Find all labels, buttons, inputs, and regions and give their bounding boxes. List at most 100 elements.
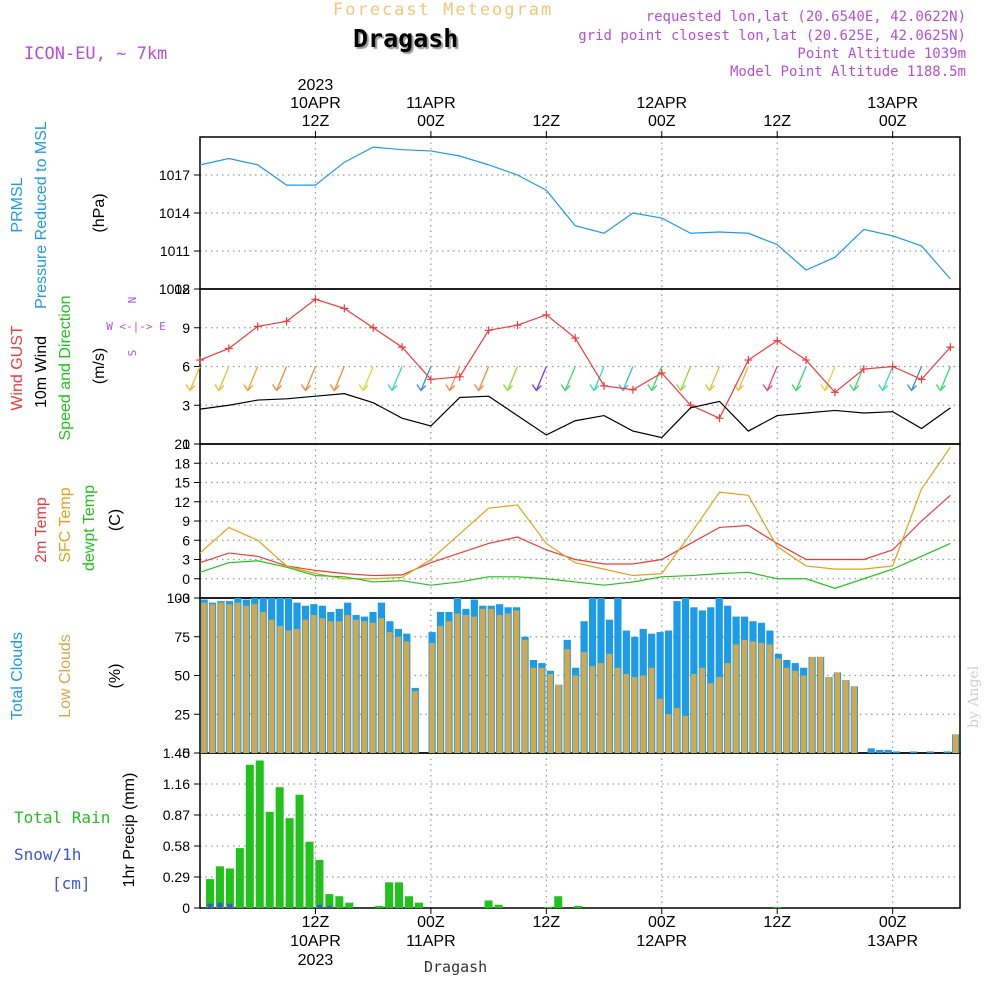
wind-arrow-head xyxy=(272,384,283,392)
rain-bar xyxy=(395,882,404,908)
total-clouds-label: Total Clouds xyxy=(9,632,26,720)
temp-2m-line xyxy=(199,494,951,577)
y-tick-label: 0.29 xyxy=(163,869,190,885)
snow-unit-label: [cm] xyxy=(52,874,91,893)
wind-gust-label: Wind GUST xyxy=(9,325,26,411)
gust-marker xyxy=(715,414,724,423)
low-cloud-bar xyxy=(767,644,773,753)
wind-arrow-head xyxy=(243,384,254,392)
low-cloud-bar xyxy=(691,673,697,753)
top-time-label: 10APR xyxy=(290,95,341,112)
requested-coordinates: requested lon,lat (20.6540E, 42.0622N) xyxy=(645,9,966,25)
wind-arrow-head xyxy=(387,384,398,392)
gust-marker xyxy=(340,304,349,313)
y-tick-label: 12 xyxy=(174,281,190,297)
low-cloud-bar xyxy=(826,677,832,753)
wind-arrow-head xyxy=(618,384,629,392)
low-cloud-bar xyxy=(209,604,216,753)
precip-unit-label: 1hr Precip (mm) xyxy=(121,773,138,888)
rain-bar xyxy=(265,811,274,908)
low-cloud-bar xyxy=(843,680,849,753)
wind-arrow-head xyxy=(358,384,369,392)
rain-bar xyxy=(385,882,394,908)
low-cloud-bar xyxy=(471,616,477,753)
wind-direction-arrow xyxy=(304,366,317,391)
total-cloud-bar xyxy=(681,598,690,753)
rain-bar xyxy=(574,905,583,908)
y-tick-label: 1011 xyxy=(160,243,190,259)
top-time-label: 12Z xyxy=(763,113,791,130)
low-cloud-bar xyxy=(403,641,410,753)
wind-direction-arrow xyxy=(824,366,836,391)
low-cloud-bar xyxy=(615,667,621,753)
low-cloud-bar xyxy=(353,619,359,753)
wind-arrow-head xyxy=(935,384,946,392)
low-cloud-bar xyxy=(952,734,959,753)
location-title: Dragash xyxy=(353,24,459,53)
gust-marker xyxy=(571,334,580,343)
bottom-time-label: 12Z xyxy=(533,914,561,931)
wind-direction-arrow xyxy=(622,366,634,391)
precipitation-panel: 0 0.29 0.58 0.87 1.16 1.45 xyxy=(163,745,961,916)
rain-bar xyxy=(554,896,563,908)
low-cloud-bar xyxy=(505,613,511,753)
low-cloud-bar xyxy=(522,639,528,753)
gust-marker xyxy=(859,365,868,374)
low-clouds-label: Low Clouds xyxy=(57,634,74,718)
total-cloud-bar xyxy=(707,607,715,753)
y-tick-label: 6 xyxy=(182,359,190,375)
gust-marker xyxy=(628,385,637,394)
wind-direction-arrow xyxy=(795,366,807,391)
low-cloud-bar xyxy=(631,677,638,753)
top-time-label: 11APR xyxy=(406,95,456,112)
gust-marker xyxy=(282,317,291,326)
dewpoint-line xyxy=(199,542,951,590)
wind-direction-arrow xyxy=(939,366,951,391)
low-cloud-bar xyxy=(437,625,444,753)
gust-marker xyxy=(426,375,435,384)
rain-bar xyxy=(235,848,244,908)
compass-north: N xyxy=(126,297,139,304)
low-cloud-bar xyxy=(724,663,731,753)
forecast-meteogram-title: Forecast Meteogram xyxy=(333,0,554,20)
gust-marker xyxy=(830,388,839,397)
wind-direction-arrow xyxy=(506,366,519,391)
wind-arrow-head xyxy=(849,384,860,392)
low-cloud-bar xyxy=(581,652,587,753)
wind-direction-arrow xyxy=(708,366,721,391)
wind-arrow-head xyxy=(906,384,917,392)
total-cloud-bar xyxy=(867,748,875,753)
low-cloud-bar xyxy=(488,608,494,753)
rain-bar xyxy=(773,906,782,908)
snow-bar xyxy=(227,903,233,908)
pressure-panel: 1008 1011 1014 1017 xyxy=(159,136,961,297)
wind-direction-arrow xyxy=(189,366,201,391)
top-time-label: 00Z xyxy=(648,113,676,130)
low-cloud-bar xyxy=(479,608,486,753)
low-cloud-bar xyxy=(682,715,689,753)
wind-direction-arrow xyxy=(247,366,259,391)
rain-bar xyxy=(494,904,503,908)
gust-marker xyxy=(802,356,811,365)
total-cloud-bar xyxy=(876,749,884,753)
wind-arrow-head xyxy=(676,384,687,392)
gust-marker xyxy=(657,368,666,377)
low-cloud-bar xyxy=(235,602,241,753)
snow-bar xyxy=(217,902,223,908)
y-tick-label: 25 xyxy=(174,706,190,722)
y-tick-label: 0 xyxy=(182,571,190,587)
rain-bar xyxy=(325,894,334,908)
low-cloud-bar xyxy=(783,667,790,753)
rain-bar xyxy=(295,794,304,908)
wind-arrow-head xyxy=(502,384,513,392)
low-cloud-bar xyxy=(809,656,815,753)
total-cloud-bar xyxy=(673,601,681,753)
wind-direction-arrow xyxy=(882,366,894,391)
rain-bar xyxy=(375,905,384,908)
wind-arrow-head xyxy=(416,384,427,392)
rain-bar xyxy=(544,906,553,908)
y-tick-label: 15 xyxy=(174,475,190,491)
low-cloud-bar xyxy=(336,621,342,753)
low-cloud-bar xyxy=(674,708,680,753)
wind-arrow-head xyxy=(445,384,456,392)
